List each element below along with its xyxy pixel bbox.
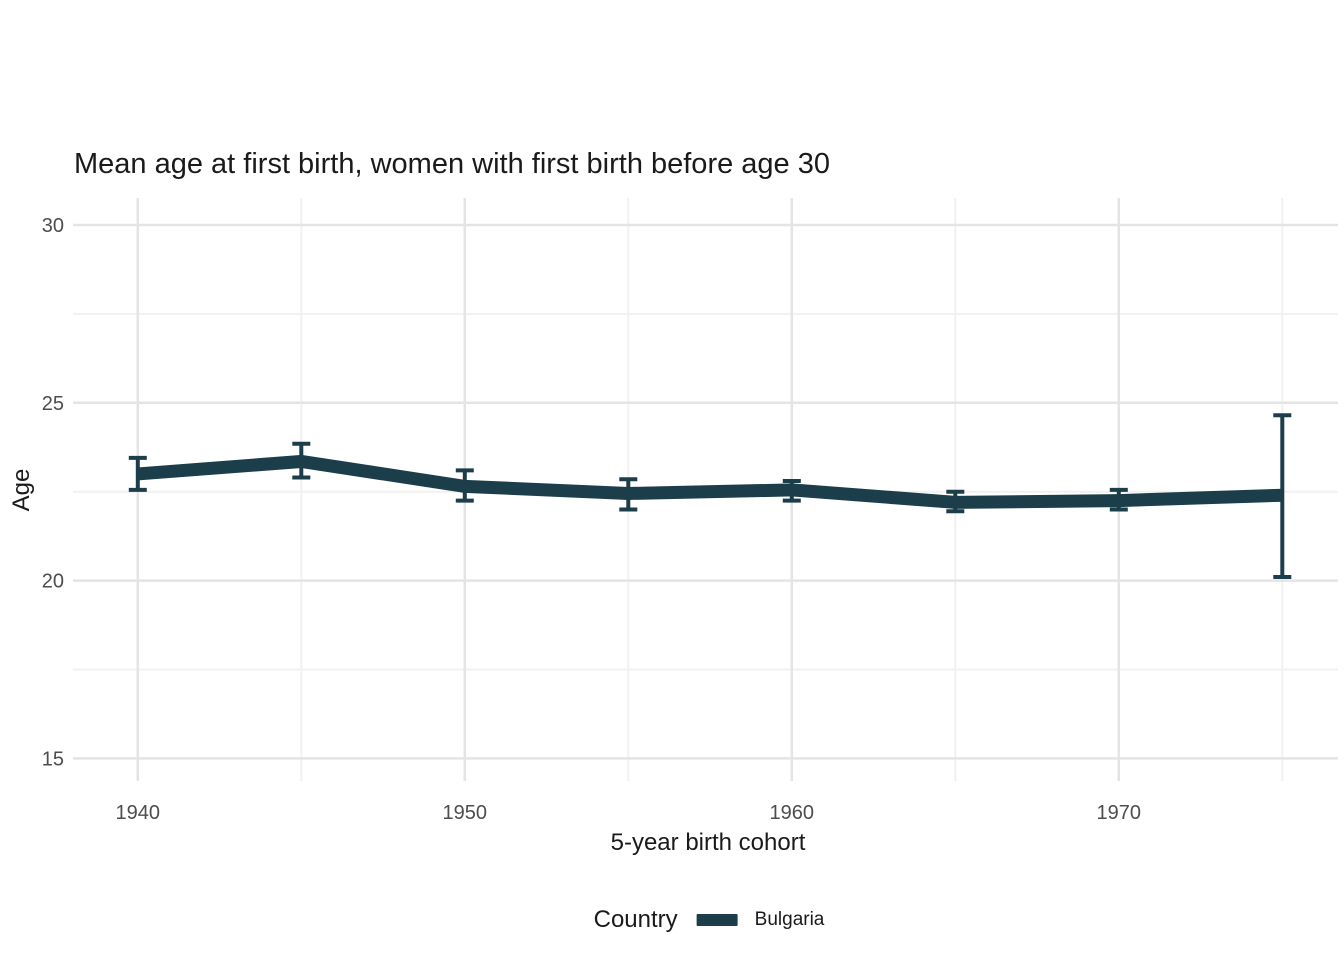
y-tick-label: 25 (42, 393, 64, 415)
legend-key-bulgaria (696, 914, 738, 926)
y-axis-title: Age (8, 468, 35, 512)
x-axis-title: 5-year birth cohort (610, 829, 806, 856)
x-tick-label: 1970 (1097, 802, 1142, 824)
x-tick-label: 1960 (770, 802, 815, 824)
y-tick-label: 20 (42, 571, 64, 593)
x-tick-label: 1950 (443, 802, 488, 824)
x-tick-label: 1940 (116, 802, 161, 824)
y-tick-label: 30 (42, 215, 64, 237)
legend-label-bulgaria: Bulgaria (754, 909, 825, 930)
series-line-bulgaria (137, 454, 1283, 509)
legend: Country Bulgaria (594, 906, 825, 934)
y-tick-label: 15 (42, 748, 64, 770)
chart-title: Mean age at first birth, women with firs… (74, 148, 830, 180)
legend-title: Country (593, 906, 678, 933)
